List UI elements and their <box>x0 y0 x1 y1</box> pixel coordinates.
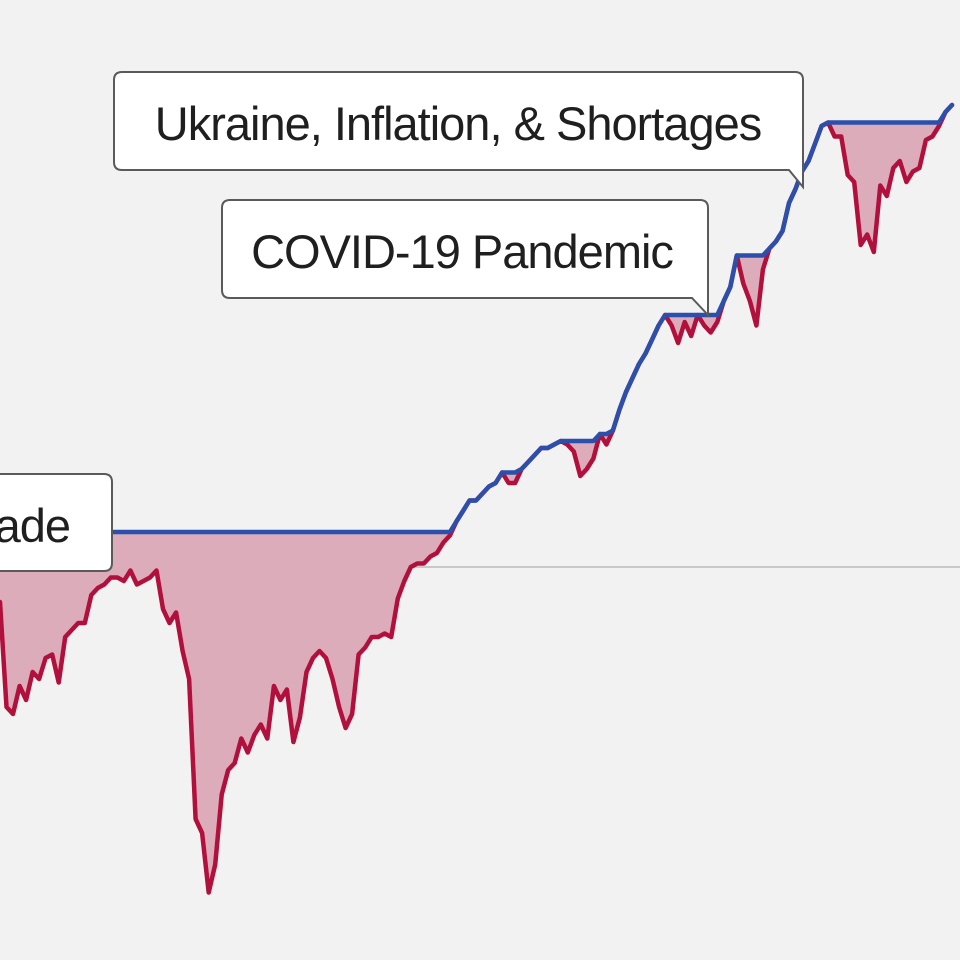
callout-covid-box <box>221 199 709 318</box>
callout-decade-label: ade <box>0 499 70 552</box>
callout-ukraine-label: Ukraine, Inflation, & Shortages <box>155 97 761 150</box>
callout-covid-label: COVID-19 Pandemic <box>251 225 673 278</box>
callout-decade: ade <box>0 473 113 572</box>
callout-decade-box <box>0 473 113 572</box>
drawdown-area <box>0 105 952 893</box>
running-peak-line <box>0 102 955 535</box>
callout-covid: COVID-19 Pandemic <box>221 199 709 318</box>
callout-ukraine-box <box>113 71 804 190</box>
callout-ukraine: Ukraine, Inflation, & Shortages <box>113 71 804 190</box>
